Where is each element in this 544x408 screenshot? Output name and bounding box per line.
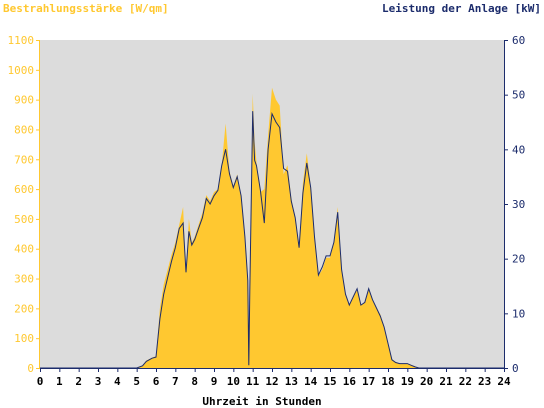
x-tick-label: 9: [211, 375, 218, 388]
y-left-tick-label: 800: [14, 123, 34, 136]
y-right-tick-label: 10: [512, 307, 525, 320]
left-axis-title: Bestrahlungsstärke [W/qm]: [3, 2, 169, 15]
y-left-tick-label: 100: [14, 332, 34, 345]
x-tick-label: 12: [265, 375, 278, 388]
x-tick-label: 20: [420, 375, 433, 388]
y-left-tick-label: 0: [27, 362, 34, 375]
x-tick-label: 22: [459, 375, 472, 388]
x-tick-label: 0: [37, 375, 44, 388]
axis-ticks: 0100200300400500600700800900100011000102…: [8, 34, 526, 388]
x-axis-title: Uhrzeit in Stunden: [202, 395, 321, 408]
y-right-tick-label: 60: [512, 34, 525, 47]
y-right-tick-label: 30: [512, 198, 525, 211]
x-tick-label: 14: [304, 375, 318, 388]
x-tick-label: 3: [95, 375, 102, 388]
x-tick-label: 8: [191, 375, 198, 388]
x-tick-label: 18: [381, 375, 394, 388]
x-tick-label: 16: [343, 375, 357, 388]
x-tick-label: 21: [439, 375, 453, 388]
x-tick-label: 6: [153, 375, 160, 388]
y-left-tick-label: 1100: [8, 34, 35, 47]
y-right-tick-label: 40: [512, 143, 525, 156]
x-tick-label: 11: [246, 375, 260, 388]
x-tick-label: 15: [323, 375, 336, 388]
x-tick-label: 19: [401, 375, 414, 388]
y-left-tick-label: 600: [14, 183, 34, 196]
x-tick-label: 7: [172, 375, 179, 388]
y-right-tick-label: 20: [512, 253, 525, 266]
y-left-tick-label: 300: [14, 273, 34, 286]
power-line: [40, 111, 504, 369]
y-left-tick-label: 900: [14, 94, 34, 107]
irradiance-area: [40, 87, 504, 368]
x-tick-label: 4: [114, 375, 121, 388]
right-axis-title: Leistung der Anlage [kW]: [382, 2, 541, 15]
y-left-tick-label: 700: [14, 153, 34, 166]
x-tick-label: 1: [56, 375, 63, 388]
y-left-tick-label: 400: [14, 243, 34, 256]
y-left-tick-label: 200: [14, 302, 34, 315]
y-right-tick-label: 0: [512, 362, 519, 375]
x-tick-label: 23: [478, 375, 491, 388]
y-left-tick-label: 1000: [8, 64, 35, 77]
x-tick-label: 2: [75, 375, 82, 388]
y-left-tick-label: 500: [14, 213, 34, 226]
x-tick-label: 10: [227, 375, 240, 388]
x-tick-label: 17: [362, 375, 375, 388]
y-right-tick-label: 50: [512, 89, 525, 102]
x-tick-label: 24: [497, 375, 511, 388]
x-tick-label: 5: [133, 375, 140, 388]
x-tick-label: 13: [285, 375, 298, 388]
